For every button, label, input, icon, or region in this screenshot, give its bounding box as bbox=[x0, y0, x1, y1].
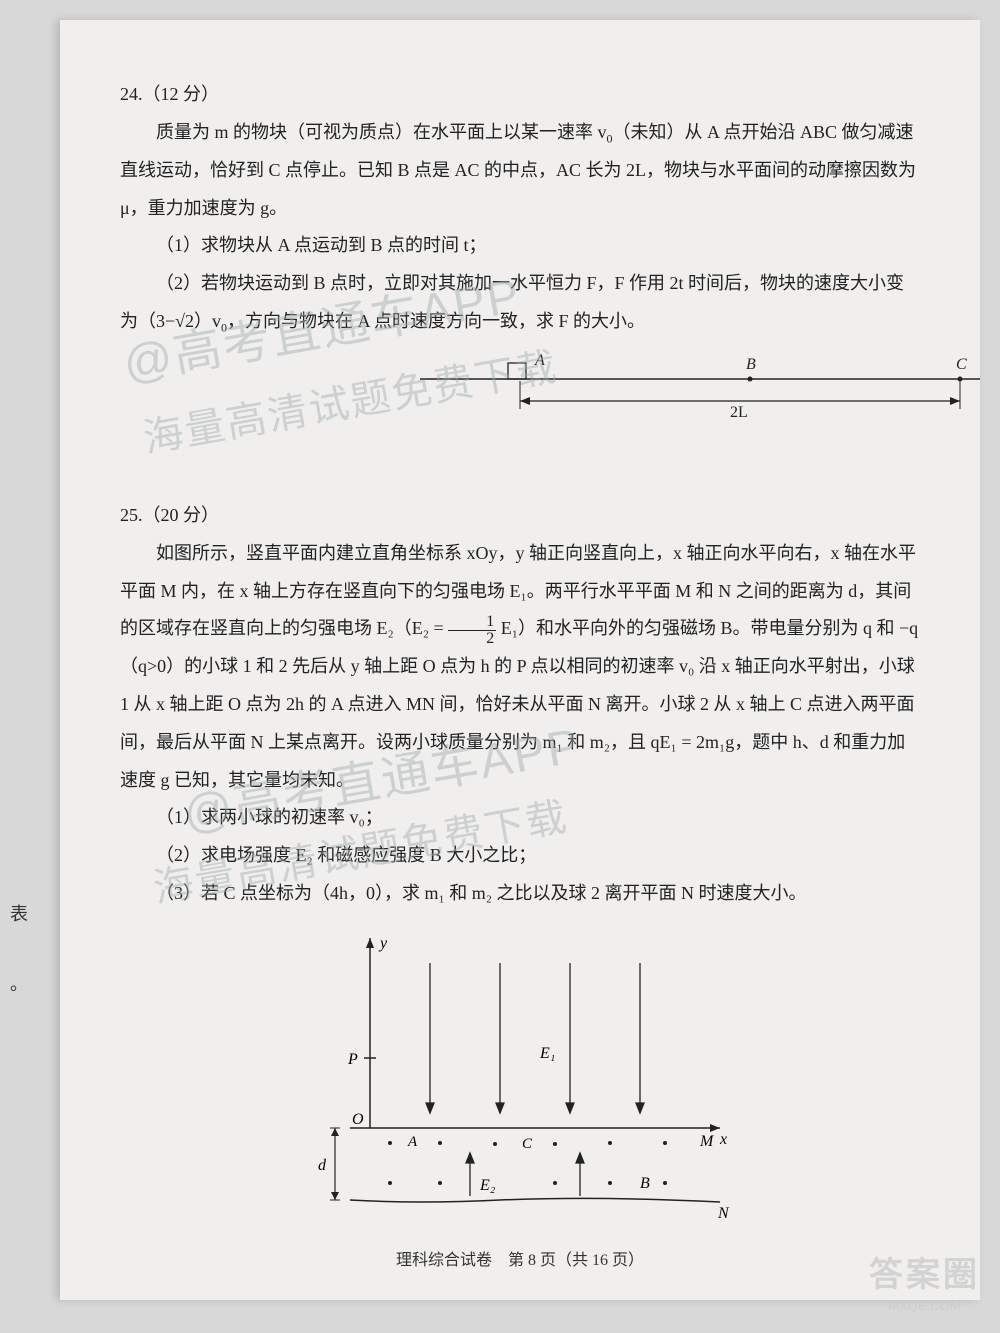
problem-24-sub1: （1）求物块从 A 点运动到 B 点的时间 t； bbox=[120, 227, 920, 265]
svg-text:d: d bbox=[318, 1157, 327, 1174]
p24-sub2-b: ，方向与物块在 A 点时速度方向一致，求 F 的大小。 bbox=[227, 311, 645, 331]
p25-text-b: E₁）和水平向外的匀强磁场 B。带电量分别为 q 和 −q（q>0）的小球 1 … bbox=[120, 618, 918, 789]
problem-25-body: 如图所示，竖直平面内建立直角坐标系 xOy，y 轴正向竖直向上，x 轴正向水平向… bbox=[120, 535, 920, 800]
frac-num: 1 bbox=[448, 614, 496, 631]
problem-24-body: 质量为 m 的物块（可视为质点）在水平面上以某一速率 v0（未知）从 A 点开始… bbox=[120, 114, 920, 227]
svg-text:A: A bbox=[407, 1134, 418, 1150]
problem-24-sub2: （2）若物块运动到 B 点时，立即对其施加一水平恒力 F，F 作用 2t 时间后… bbox=[120, 265, 920, 341]
svg-text:O: O bbox=[352, 1111, 364, 1128]
svg-text:B: B bbox=[640, 1175, 650, 1192]
corner-small: MXQE.COM bbox=[869, 1298, 980, 1313]
problem-25-sub1: （1）求两小球的初速率 v₀； bbox=[120, 799, 920, 837]
svg-text:P: P bbox=[347, 1051, 358, 1068]
svg-text:x: x bbox=[719, 1131, 727, 1148]
svg-text:N: N bbox=[717, 1205, 730, 1222]
page-footer: 理科综合试卷 第 8 页（共 16 页） bbox=[60, 1246, 980, 1270]
svg-text:A: A bbox=[534, 352, 545, 369]
svg-text:B: B bbox=[746, 356, 756, 373]
problem-24-number: 24.（12 分） bbox=[120, 80, 920, 106]
svg-text:E₁: E₁ bbox=[539, 1045, 555, 1062]
svg-text:M: M bbox=[699, 1133, 715, 1150]
problem-25-sub3: （3）若 C 点坐标为（4h，0），求 m₁ 和 m₂ 之比以及球 2 离开平面… bbox=[120, 875, 920, 913]
svg-text:C: C bbox=[522, 1136, 533, 1152]
svg-text:E₂: E₂ bbox=[479, 1177, 496, 1194]
exam-page: 24.（12 分） 质量为 m 的物块（可视为质点）在水平面上以某一速率 v0（… bbox=[60, 20, 980, 1300]
diagram-24: A B C 2L bbox=[420, 351, 980, 421]
fraction: 12 bbox=[448, 614, 496, 647]
edge-fragment-1: 表 bbox=[10, 900, 28, 926]
svg-text:C: C bbox=[956, 356, 967, 373]
problem-25-sub2: （2）求电场强度 E₂ 和磁感应强度 B 大小之比； bbox=[120, 837, 920, 875]
problem-24: 24.（12 分） 质量为 m 的物块（可视为质点）在水平面上以某一速率 v0（… bbox=[120, 80, 920, 421]
diagram-25: y x M O N d P bbox=[300, 928, 740, 1238]
p24-text-a: 质量为 m 的物块（可视为质点）在水平面上以某一速率 v bbox=[156, 122, 607, 142]
problem-25: 25.（20 分） 如图所示，竖直平面内建立直角坐标系 xOy，y 轴正向竖直向… bbox=[120, 501, 920, 1238]
svg-text:y: y bbox=[378, 935, 388, 952]
svg-text:2L: 2L bbox=[730, 404, 748, 421]
problem-25-number: 25.（20 分） bbox=[120, 501, 920, 527]
edge-fragment-2: 。 bbox=[10, 970, 28, 996]
frac-den: 2 bbox=[448, 631, 496, 647]
